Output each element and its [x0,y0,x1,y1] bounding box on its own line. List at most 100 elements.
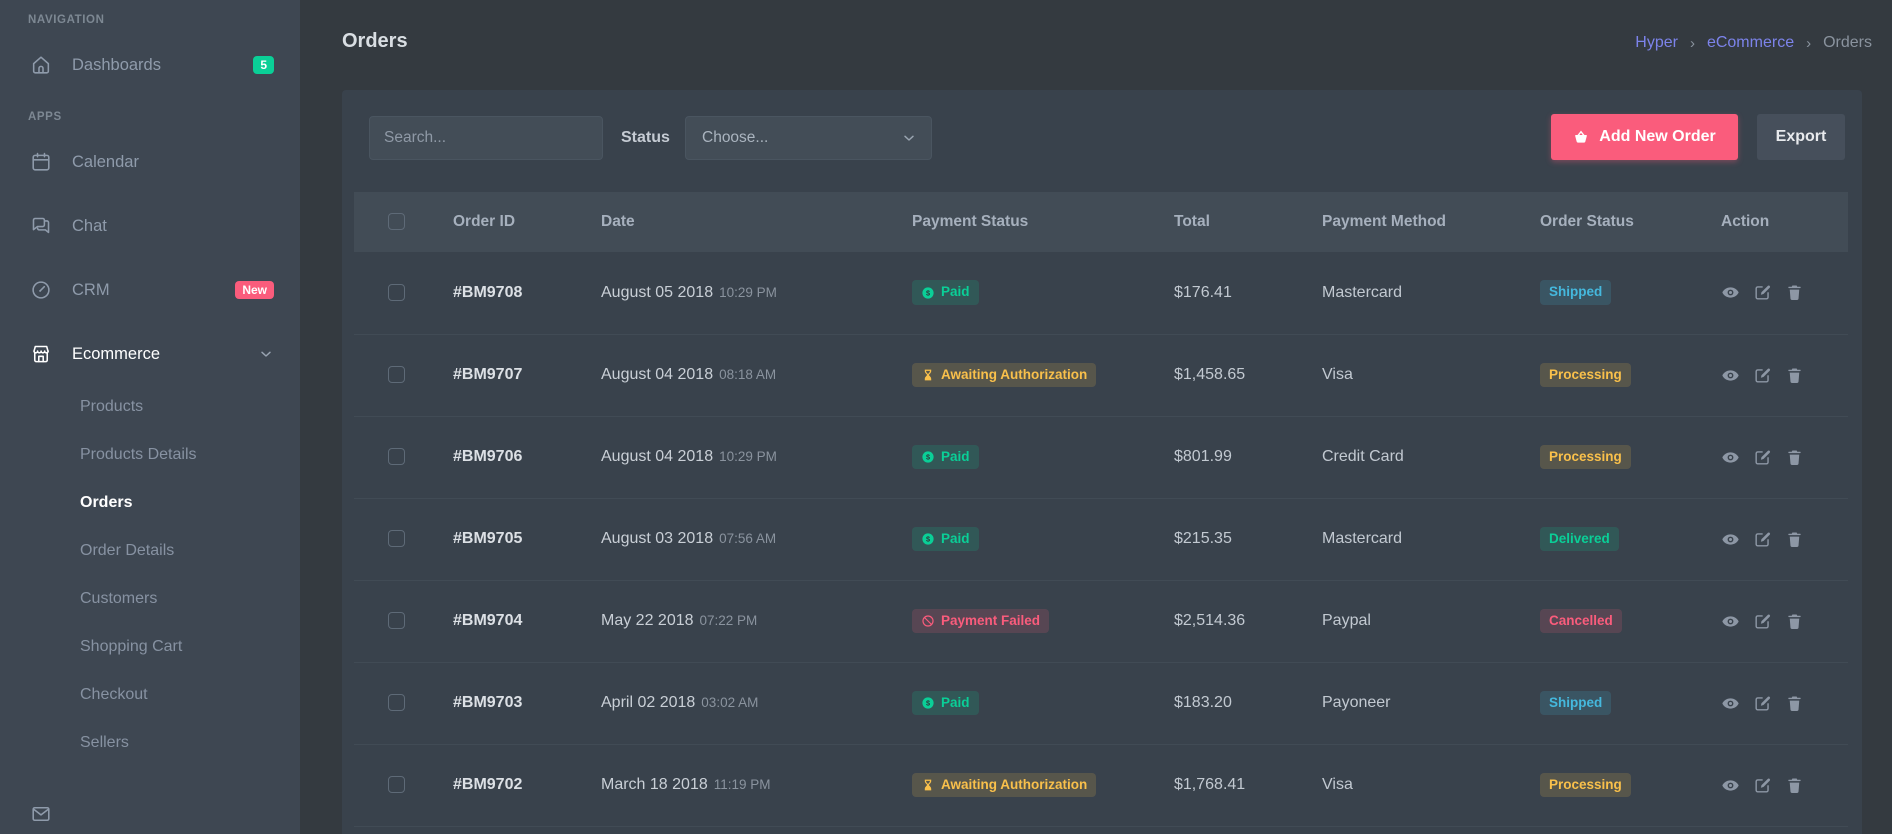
orders-card: Status Choose... Add New Order Export Or… [342,90,1862,834]
row-checkbox[interactable] [388,694,405,712]
sidebar-item-dashboards[interactable]: Dashboards 5 [0,36,300,94]
cancel-icon [921,614,935,628]
sidebar-item-crm[interactable]: CRM New [0,261,300,319]
payment-method: Visa [1322,366,1353,383]
sidebar: NAVIGATION Dashboards 5 APPS Calendar Chat CRM… [0,0,300,834]
order-date: August 04 2018 [601,366,714,383]
gauge-icon [30,279,52,301]
order-time: 10:29 PM [719,449,777,464]
edit-action-icon[interactable] [1753,448,1772,467]
payment-status-label: Paid [941,284,970,300]
sidebar-item-orders[interactable]: Orders [80,494,133,511]
order-status-badge: Processing [1540,362,1631,388]
edit-action-icon[interactable] [1753,283,1772,302]
envelope-icon [30,803,52,825]
edit-action-icon[interactable] [1753,694,1772,713]
page-title: Orders [342,30,408,52]
delete-action-icon[interactable] [1785,530,1804,549]
order-date: August 03 2018 [601,530,714,547]
cash-icon: $ [921,450,935,464]
order-total: $1,768.41 [1174,776,1246,793]
sidebar-item-customers[interactable]: Customers [80,590,158,607]
order-time: 03:02 AM [701,695,759,710]
sidebar-item-shopping-cart[interactable]: Shopping Cart [80,638,183,655]
row-checkbox[interactable] [388,530,405,548]
order-id: #BM9706 [453,448,523,465]
order-total: $183.20 [1174,694,1232,711]
sidebar-item-products-details[interactable]: Products Details [80,446,197,463]
sidebar-section-label-navigation: NAVIGATION [28,14,105,26]
edit-action-icon[interactable] [1753,530,1772,549]
hourglass-icon [921,368,935,382]
delete-action-icon[interactable] [1785,776,1804,795]
delete-action-icon[interactable] [1785,448,1804,467]
sidebar-section-label-apps: APPS [28,111,62,123]
order-status-badge: Shipped [1540,280,1612,306]
row-checkbox[interactable] [388,366,405,384]
order-time: 08:18 AM [719,367,777,382]
order-total: $2,514.36 [1174,612,1246,629]
select-all-checkbox[interactable] [388,213,405,231]
column-header-action: Action [1721,213,1770,230]
sidebar-item-partial[interactable] [0,785,300,834]
view-action-icon[interactable] [1721,694,1740,713]
cash-icon: $ [921,532,935,546]
view-action-icon[interactable] [1721,776,1740,795]
row-checkbox[interactable] [388,284,405,302]
row-checkbox[interactable] [388,612,405,630]
sidebar-item-sellers[interactable]: Sellers [80,734,129,751]
sidebar-item-chat[interactable]: Chat [0,197,300,255]
column-header-payment-method: Payment Method [1322,213,1447,230]
order-id: #BM9704 [453,612,523,629]
sidebar-badge-dashboards: 5 [253,56,274,74]
breadcrumb: Hyper › eCommerce › Orders [1635,34,1872,52]
order-total: $176.41 [1174,283,1232,301]
sidebar-item-ecommerce[interactable]: Ecommerce [0,325,300,383]
export-button[interactable]: Export [1757,114,1845,160]
view-action-icon[interactable] [1721,283,1740,302]
order-id: #BM9702 [453,776,523,793]
edit-action-icon[interactable] [1753,366,1772,385]
delete-action-icon[interactable] [1785,283,1804,302]
view-action-icon[interactable] [1721,366,1740,385]
sidebar-item-label: CRM [72,280,110,299]
row-checkbox[interactable] [388,448,405,466]
sidebar-item-calendar[interactable]: Calendar [0,133,300,191]
order-id: #BM9705 [453,530,523,547]
table-row: #BM9706 August 04 2018 10:29 PM $ Paid $801.9… [354,416,1848,498]
breadcrumb-item-hyper[interactable]: Hyper [1635,34,1678,51]
breadcrumb-item-orders: Orders [1823,34,1872,51]
sidebar-item-products[interactable]: Products [80,398,144,415]
order-status-badge: Delivered [1540,526,1619,552]
column-header-payment-status: Payment Status [912,213,1029,230]
status-select[interactable]: Choose... [685,116,932,160]
add-new-order-button[interactable]: Add New Order [1551,114,1738,160]
cash-icon: $ [921,286,935,300]
sidebar-item-checkout[interactable]: Checkout [80,686,148,703]
delete-action-icon[interactable] [1785,366,1804,385]
breadcrumb-item-ecommerce[interactable]: eCommerce [1706,34,1795,51]
payment-method: Credit Card [1322,448,1404,465]
search-input[interactable] [369,116,603,160]
status-label: Status [621,129,670,146]
svg-text:$: $ [926,535,930,544]
delete-action-icon[interactable] [1785,694,1804,713]
delete-action-icon[interactable] [1785,612,1804,631]
view-action-icon[interactable] [1721,612,1740,631]
payment-method: Mastercard [1322,530,1403,547]
basket-icon [1573,129,1589,145]
payment-method: Visa [1322,776,1353,793]
sidebar-item-order-details[interactable]: Order Details [80,542,175,559]
order-time: 10:29 PM [719,284,777,300]
view-action-icon[interactable] [1721,530,1740,549]
home-icon [30,54,52,76]
payment-status-label: Paid [941,530,970,546]
sidebar-item-label: Calendar [72,152,139,171]
view-action-icon[interactable] [1721,448,1740,467]
order-date: August 05 2018 [601,283,714,301]
row-checkbox[interactable] [388,776,405,794]
payment-status-label: Awaiting Authorization [941,366,1088,382]
edit-action-icon[interactable] [1753,776,1772,795]
status-select-value: Choose... [702,129,769,146]
edit-action-icon[interactable] [1753,612,1772,631]
